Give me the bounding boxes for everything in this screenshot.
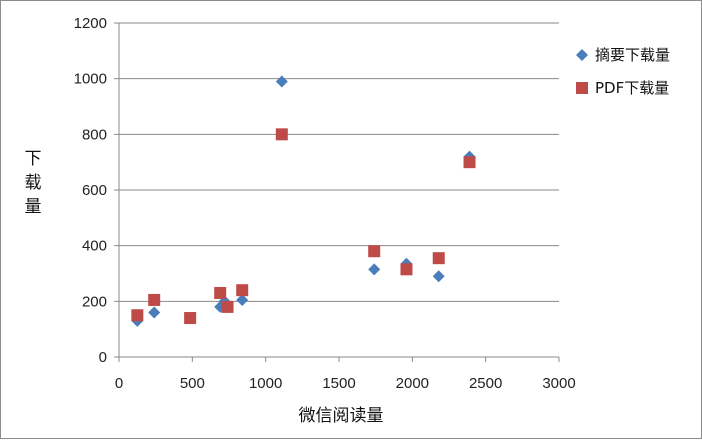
point-pdf-download — [184, 312, 197, 325]
point-pdf-download — [400, 263, 413, 276]
point-pdf-download — [368, 245, 381, 258]
legend-item-pdf: PDF下载量 — [576, 79, 669, 97]
point-pdf-download — [432, 252, 445, 265]
legend-item-abstract: 摘要下载量 — [576, 46, 670, 64]
legend: 摘要下载量 PDF下载量 — [576, 46, 670, 97]
y-tick-labels: 0 200 400 600 800 1000 1200 — [74, 15, 107, 366]
y-tick-label: 1200 — [74, 15, 107, 32]
legend-marker-square — [576, 82, 588, 94]
point-pdf-download — [236, 284, 249, 297]
y-tick-label: 400 — [82, 238, 107, 255]
y-tick-label: 800 — [82, 126, 107, 143]
point-pdf-download — [131, 309, 144, 322]
x-tick-label: 500 — [180, 375, 205, 392]
x-tick-label: 3000 — [542, 375, 575, 392]
point-abstract-download — [236, 293, 249, 306]
point-pdf-download — [221, 300, 234, 313]
x-tick-label: 1500 — [322, 375, 355, 392]
point-abstract-download — [368, 263, 381, 276]
x-tick-label: 1000 — [249, 375, 282, 392]
data-points — [131, 75, 476, 327]
x-axis-title: 微信阅读量 — [299, 406, 384, 426]
x-tick-label: 2500 — [469, 375, 502, 392]
point-abstract-download — [148, 306, 161, 319]
point-pdf-download — [214, 286, 227, 299]
y-axis-title: 下载量 — [25, 149, 42, 217]
y-tick-label: 200 — [82, 293, 107, 310]
x-tick-label: 0 — [115, 375, 123, 392]
point-pdf-download — [275, 128, 288, 141]
x-tick-labels: 0 500 1000 1500 2000 2500 3000 — [115, 375, 576, 392]
gridlines — [119, 22, 559, 302]
legend-label-pdf: PDF下载量 — [595, 79, 669, 97]
axes — [114, 22, 560, 362]
y-tick-label: 600 — [82, 182, 107, 199]
point-pdf-download — [463, 156, 476, 169]
legend-label-abstract: 摘要下载量 — [595, 46, 670, 64]
y-tick-label: 1000 — [74, 71, 107, 88]
point-pdf-download — [148, 293, 161, 306]
point-abstract-download — [432, 270, 445, 283]
y-tick-label: 0 — [99, 349, 107, 366]
point-abstract-download — [275, 75, 288, 88]
x-tick-label: 2000 — [396, 375, 429, 392]
legend-marker-diamond — [576, 49, 588, 61]
